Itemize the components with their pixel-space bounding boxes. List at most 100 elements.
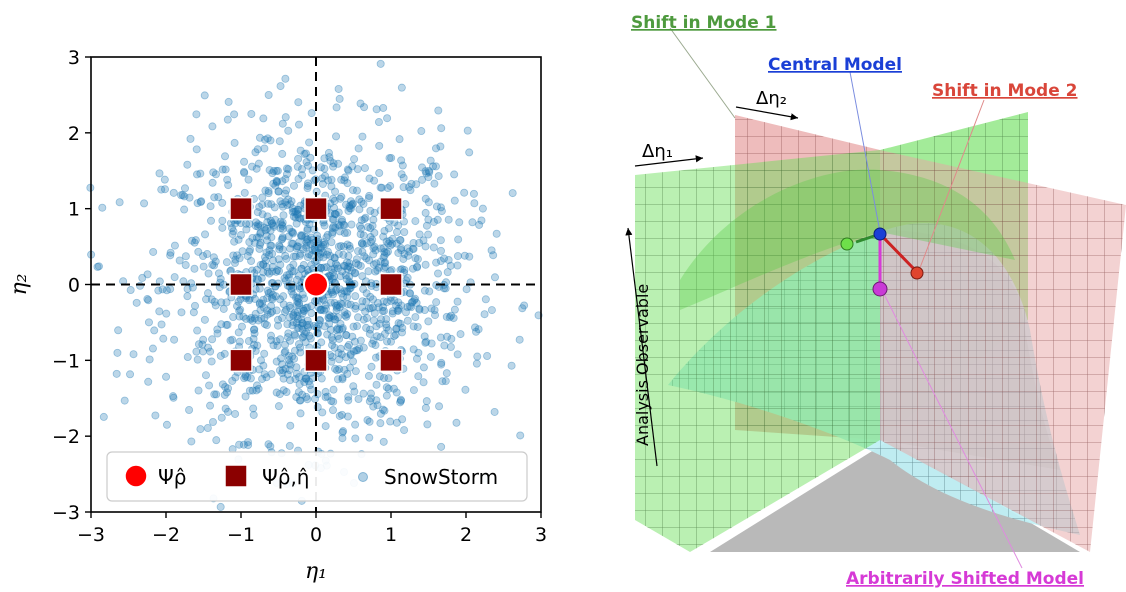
snowstorm-point	[189, 308, 198, 317]
snowstorm-point	[269, 221, 278, 230]
snowstorm-point	[260, 370, 269, 379]
snowstorm-point	[380, 226, 389, 235]
snowstorm-point	[434, 172, 443, 181]
snowstorm-point	[253, 208, 262, 217]
snowstorm-point	[381, 258, 390, 267]
snowstorm-point	[409, 244, 418, 253]
snowstorm-point	[238, 247, 247, 256]
snowstorm-point	[281, 198, 290, 207]
snowstorm-point	[321, 240, 330, 249]
snowstorm-point	[437, 124, 446, 133]
snowstorm-point	[297, 232, 306, 241]
snowstorm-point	[345, 259, 354, 268]
snowstorm-point	[490, 273, 499, 282]
snowstorm-point	[183, 160, 192, 169]
snowstorm-point	[291, 252, 300, 261]
snowstorm-point	[340, 262, 349, 271]
snowstorm-point	[338, 300, 347, 309]
snowstorm-point	[346, 197, 355, 206]
snowstorm-point	[278, 221, 287, 230]
snowstorm-point	[461, 385, 470, 394]
snowstorm-point	[276, 217, 285, 226]
snowstorm-point	[243, 373, 252, 382]
snowstorm-point	[326, 325, 335, 334]
snowstorm-point	[307, 385, 316, 394]
snowstorm-point	[303, 265, 312, 274]
shift-mode2-label: Shift in Mode 2	[932, 81, 1078, 101]
snowstorm-point	[317, 374, 326, 383]
delta-eta2-arrow	[735, 106, 799, 121]
snowstorm-point	[370, 176, 379, 185]
snowstorm-point	[279, 386, 288, 395]
snowstorm-point	[279, 300, 288, 309]
snowstorm-point	[385, 237, 394, 246]
snowstorm-point	[155, 169, 164, 178]
snowstorm-point	[409, 386, 418, 395]
snowstorm-point	[330, 264, 339, 273]
snowstorm-point	[335, 94, 344, 103]
snowstorm-point	[259, 260, 268, 269]
snowstorm-point	[292, 393, 301, 402]
snowstorm-point	[274, 255, 283, 264]
snowstorm-point	[316, 305, 325, 314]
snowstorm-point	[334, 220, 343, 229]
snowstorm-point	[397, 301, 406, 310]
snowstorm-point	[421, 194, 430, 203]
snowstorm-point	[259, 114, 268, 123]
snowstorm-point	[307, 109, 316, 118]
snowstorm-point	[169, 188, 178, 197]
snowstorm-point	[279, 292, 288, 301]
snowstorm-point	[257, 299, 266, 308]
snowstorm-point	[429, 162, 438, 171]
snowstorm-point	[390, 296, 399, 305]
snowstorm-point	[465, 252, 474, 261]
snowstorm-point	[379, 303, 388, 312]
snowstorm-point	[271, 292, 280, 301]
snowstorm-point	[217, 298, 226, 307]
snowstorm-point	[386, 181, 395, 190]
snowstorm-point	[340, 308, 349, 317]
snowstorm-point	[281, 74, 290, 83]
snowstorm-point	[291, 308, 300, 317]
snowstorm-point	[246, 245, 255, 254]
snowstorm-point	[208, 122, 217, 131]
snowstorm-point	[249, 404, 258, 413]
snowstorm-point	[239, 312, 248, 321]
snowstorm-point	[277, 354, 286, 363]
snowstorm-point	[472, 327, 481, 336]
snowstorm-point	[291, 331, 300, 340]
snowstorm-point	[369, 402, 378, 411]
snowstorm-point	[299, 260, 308, 269]
snowstorm-point	[169, 392, 178, 401]
snowstorm-point	[114, 326, 123, 335]
legend-box	[106, 451, 528, 502]
snowstorm-point	[366, 389, 375, 398]
snowstorm-point	[266, 216, 275, 225]
snowstorm-point	[343, 342, 352, 351]
snowstorm-point	[191, 236, 200, 245]
snowstorm-point	[424, 198, 433, 207]
mode1-leader-line	[669, 27, 736, 119]
snowstorm-point	[206, 347, 215, 356]
snowstorm-point	[386, 296, 395, 305]
psi-rho-eta-marker	[229, 272, 253, 297]
snowstorm-point	[334, 249, 343, 258]
snowstorm-point	[366, 325, 375, 334]
snowstorm-point	[253, 381, 262, 390]
snowstorm-point	[273, 266, 282, 275]
snowstorm-point	[289, 267, 298, 276]
snowstorm-point	[286, 304, 295, 313]
snowstorm-point	[346, 244, 355, 253]
snowstorm-point	[278, 360, 287, 369]
snowstorm-point	[376, 409, 385, 418]
snowstorm-point	[409, 345, 418, 354]
snowstorm-point	[339, 242, 348, 251]
snowstorm-point	[242, 225, 251, 234]
snowstorm-point	[388, 234, 397, 243]
snowstorm-point	[382, 320, 391, 329]
snowstorm-point	[323, 330, 332, 339]
snowstorm-point	[267, 336, 276, 345]
snowstorm-point	[359, 315, 368, 324]
snowstorm-point	[307, 233, 316, 242]
x-tick-label: 3	[535, 524, 547, 546]
